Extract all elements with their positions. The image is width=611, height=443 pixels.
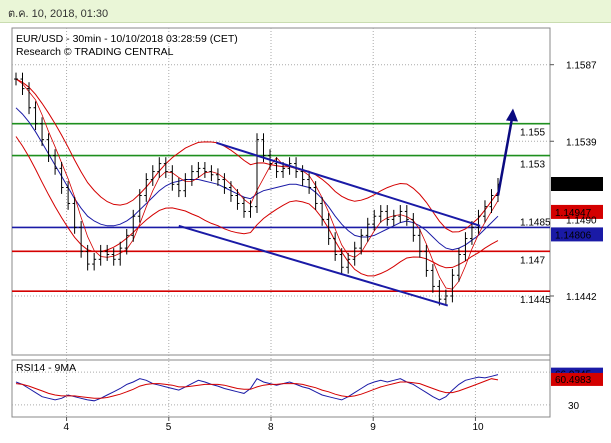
trend-channel [178, 108, 518, 307]
grid [12, 28, 550, 417]
time-tick-label: 8 [268, 422, 274, 433]
time-tick-label: 9 [370, 422, 376, 433]
rsi-ma-line [15, 378, 499, 399]
chart-title: EUR/USD - 30min - 10/10/2018 03:28:59 (C… [16, 33, 238, 45]
price-tick-label: 1.1587 [566, 61, 597, 72]
rsi-tag-box [551, 372, 603, 386]
rsi-line [15, 374, 499, 402]
price-tag-box [551, 177, 603, 192]
time-tick-label: 5 [166, 422, 172, 433]
level-label: 1.1445 [520, 295, 551, 306]
time-axis-ticks: 4 5 8 9 10 [64, 417, 484, 433]
price-tag-label: 1.14947 [555, 208, 592, 219]
price-bars [14, 72, 500, 306]
forecast-arrow-shaft [496, 118, 514, 196]
level-label: 1.147 [520, 255, 545, 266]
rsi-lines: 66.974560.4983 [15, 367, 603, 402]
time-tick-label: 10 [472, 422, 484, 433]
price-axis-ticks: 1.1587 1.1539 1.1442 1.1490 [550, 61, 597, 303]
support-resistance-levels: 1.155 1.153 1.1485 1.147 1.1445 [12, 122, 551, 306]
price-tag-box [551, 227, 603, 242]
forecast-arrow-head [506, 108, 518, 122]
time-tick-label: 4 [64, 422, 70, 433]
chart-subtitle: Research © TRADING CENTRAL [16, 46, 174, 58]
price-tick-label: 1.1539 [566, 137, 597, 148]
price-tick-label: 1.1442 [566, 292, 597, 303]
rsi-panel-frame [11, 359, 551, 418]
channel-lower-line [178, 224, 449, 307]
level-label: 1.153 [520, 160, 545, 171]
level-label: 1.1485 [520, 217, 551, 228]
price-tick-label: 1.1490 [566, 215, 597, 226]
main-panel-frame [11, 27, 551, 356]
price-tag-label: 1.14806 [555, 230, 592, 241]
bollinger-lower [15, 136, 499, 277]
date-label: ต.ค. 10, 2018, 01:30 [8, 8, 109, 20]
channel-upper-line [216, 141, 481, 227]
date-bar: ต.ค. 10, 2018, 01:30 [0, 0, 611, 23]
price-tags: 1.15122 1.14947 1.14806 [551, 177, 603, 242]
price-tag-label: 1.15122 [555, 180, 592, 191]
rsi-tick-label: 30 [568, 401, 580, 412]
level-label: 1.155 [520, 128, 545, 139]
rsi-tag-label: 60.4983 [555, 375, 592, 386]
rsi-panel-label: RSI14 - 9MA [16, 362, 76, 374]
price-tag-box [551, 204, 603, 219]
